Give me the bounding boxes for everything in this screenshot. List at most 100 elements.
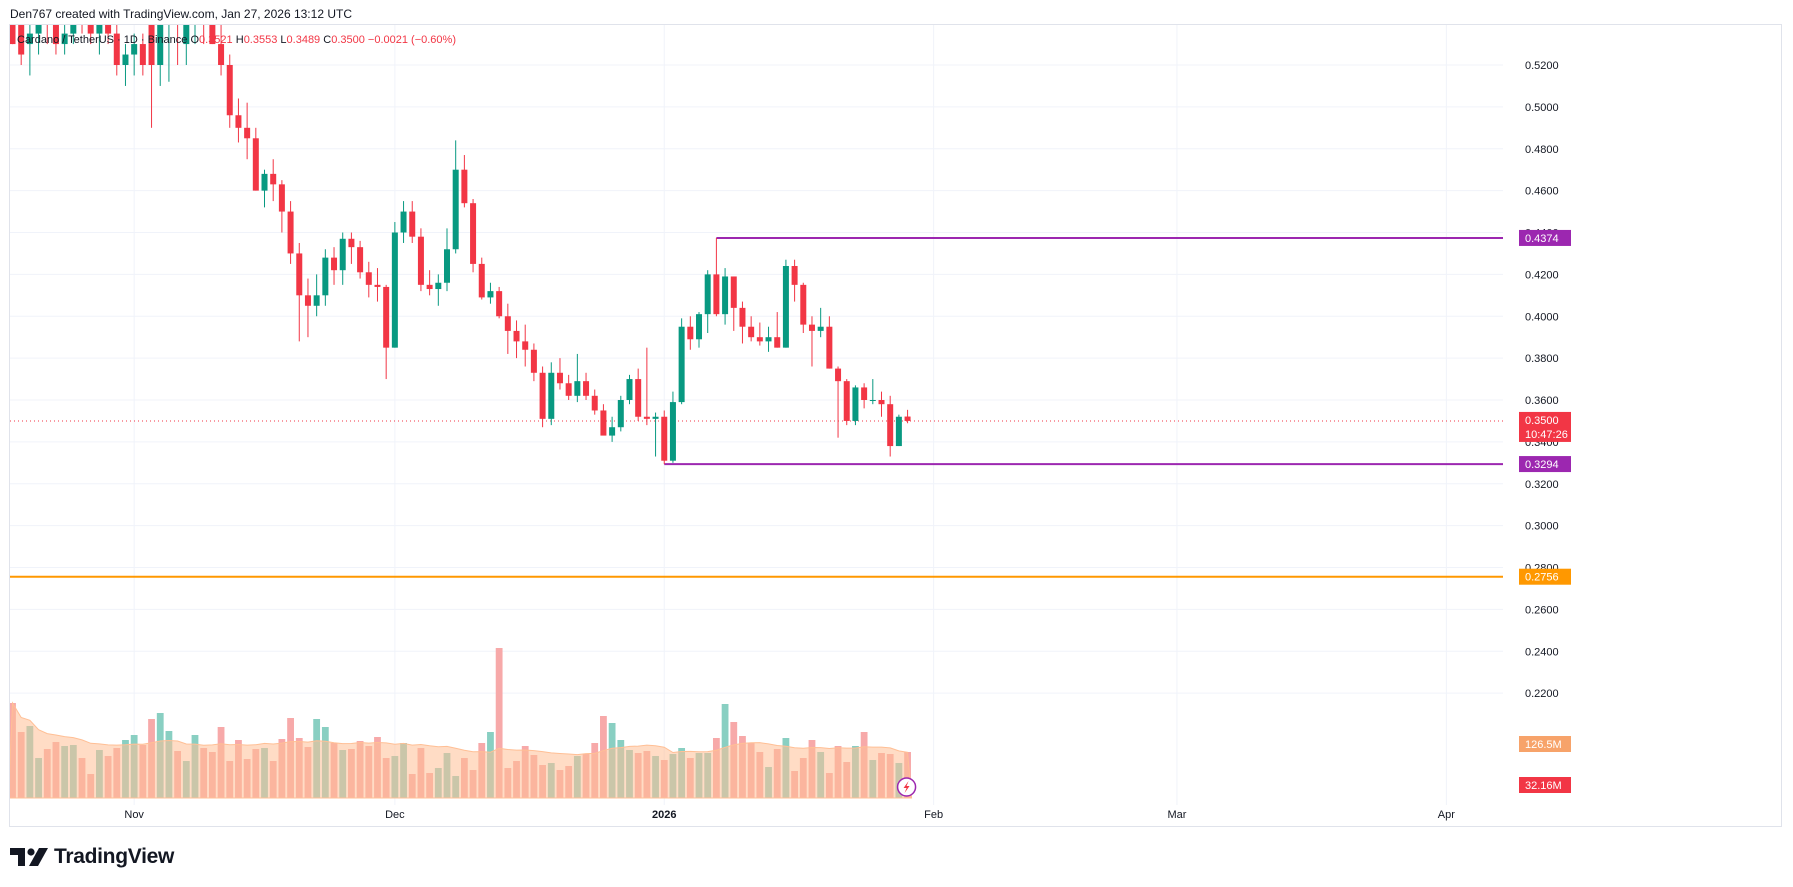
candles — [10, 0, 911, 465]
tradingview-logo[interactable]: TradingView — [10, 845, 174, 869]
candle-body — [470, 203, 477, 264]
candle — [530, 343, 537, 382]
price-axis-tick: 0.3600 — [1525, 395, 1559, 407]
candle — [166, 0, 172, 82]
candle-body — [122, 54, 129, 65]
candle — [669, 391, 676, 463]
time-axis-tick: Apr — [1438, 809, 1455, 821]
replay-icon — [896, 777, 917, 797]
candle-body — [678, 326, 685, 403]
candle-body — [895, 416, 902, 447]
candle — [148, 25, 155, 128]
candle — [383, 284, 390, 380]
candle — [617, 395, 624, 432]
candle-body — [131, 44, 138, 55]
candle-body — [878, 400, 885, 405]
candle — [887, 395, 894, 457]
volume-bars — [10, 648, 913, 799]
candle-body — [556, 372, 563, 384]
last-price-badge-box — [1519, 411, 1571, 442]
candle — [331, 247, 338, 285]
candle — [904, 409, 911, 424]
candle-body — [652, 416, 659, 419]
candle — [878, 391, 885, 417]
candle — [177, 25, 179, 65]
candle-body — [417, 236, 424, 285]
candle-body — [530, 349, 537, 373]
price-axis-tick: 0.3200 — [1525, 479, 1559, 491]
price-axis-tick: 0.5000 — [1525, 102, 1559, 114]
candle — [808, 316, 815, 367]
candle — [696, 312, 703, 348]
candle — [478, 257, 485, 300]
volume-moving-average — [10, 701, 913, 799]
candle — [591, 389, 598, 415]
candle-body — [661, 416, 668, 461]
candle-body — [904, 416, 911, 421]
candle — [843, 379, 850, 426]
candle — [339, 232, 346, 285]
candle-body — [713, 274, 720, 315]
candle-body — [270, 173, 277, 185]
candle-body — [722, 276, 729, 315]
candle — [61, 25, 68, 55]
candle-body — [565, 383, 572, 396]
candle — [609, 416, 616, 442]
candle-body — [157, 25, 164, 65]
candle — [409, 201, 416, 243]
candle — [565, 374, 572, 400]
candle-body — [331, 257, 338, 271]
candle-body — [252, 138, 259, 191]
grid — [10, 25, 1503, 805]
candle-body — [869, 400, 876, 401]
candle-body — [226, 65, 233, 116]
candle — [748, 316, 755, 342]
candle — [487, 282, 494, 304]
candle — [739, 301, 746, 344]
time-axis-tick: Dec — [385, 809, 405, 821]
candle — [791, 259, 798, 302]
candle-body — [79, 13, 85, 23]
legend-low-label: L — [280, 34, 287, 46]
candle — [322, 249, 329, 306]
candle-body — [52, 25, 59, 45]
candle-body — [383, 286, 390, 348]
candle — [87, 25, 94, 45]
candle — [218, 25, 225, 76]
candle — [79, 13, 85, 34]
legend-open-label: O — [190, 34, 200, 46]
candle-body — [113, 33, 120, 65]
price-axis-tick: 0.2400 — [1525, 646, 1559, 658]
candle-body — [166, 0, 172, 23]
candle-body — [643, 416, 650, 419]
candle — [583, 372, 590, 400]
candle-body — [748, 326, 755, 338]
candle-body — [18, 25, 25, 55]
candle — [10, 25, 16, 45]
candle — [730, 276, 737, 331]
legend-open-value: 0.3521 — [199, 34, 233, 46]
candle — [861, 383, 868, 409]
legend-high-value: 0.3553 — [243, 34, 278, 46]
level-badge: 0.3294 — [1519, 456, 1571, 473]
candle — [244, 102, 251, 160]
candle-body — [348, 238, 355, 248]
lightning-icon — [903, 781, 910, 793]
candle-body — [70, 25, 77, 34]
candle — [209, 25, 216, 45]
candle-body — [313, 295, 320, 306]
candle — [895, 414, 902, 447]
candle-body — [583, 381, 590, 396]
last-price-badge: 0.3500 10:47:26 — [1519, 411, 1571, 442]
candle — [417, 228, 424, 292]
candle-body — [574, 381, 581, 396]
candle-body — [669, 402, 676, 461]
candle-body — [539, 372, 546, 419]
candle-body — [504, 316, 511, 331]
candle — [722, 268, 729, 325]
candle-body — [617, 400, 624, 428]
level-badge-text: 0.2756 — [1525, 572, 1559, 584]
candle-body — [357, 247, 364, 273]
candle — [46, 25, 48, 45]
